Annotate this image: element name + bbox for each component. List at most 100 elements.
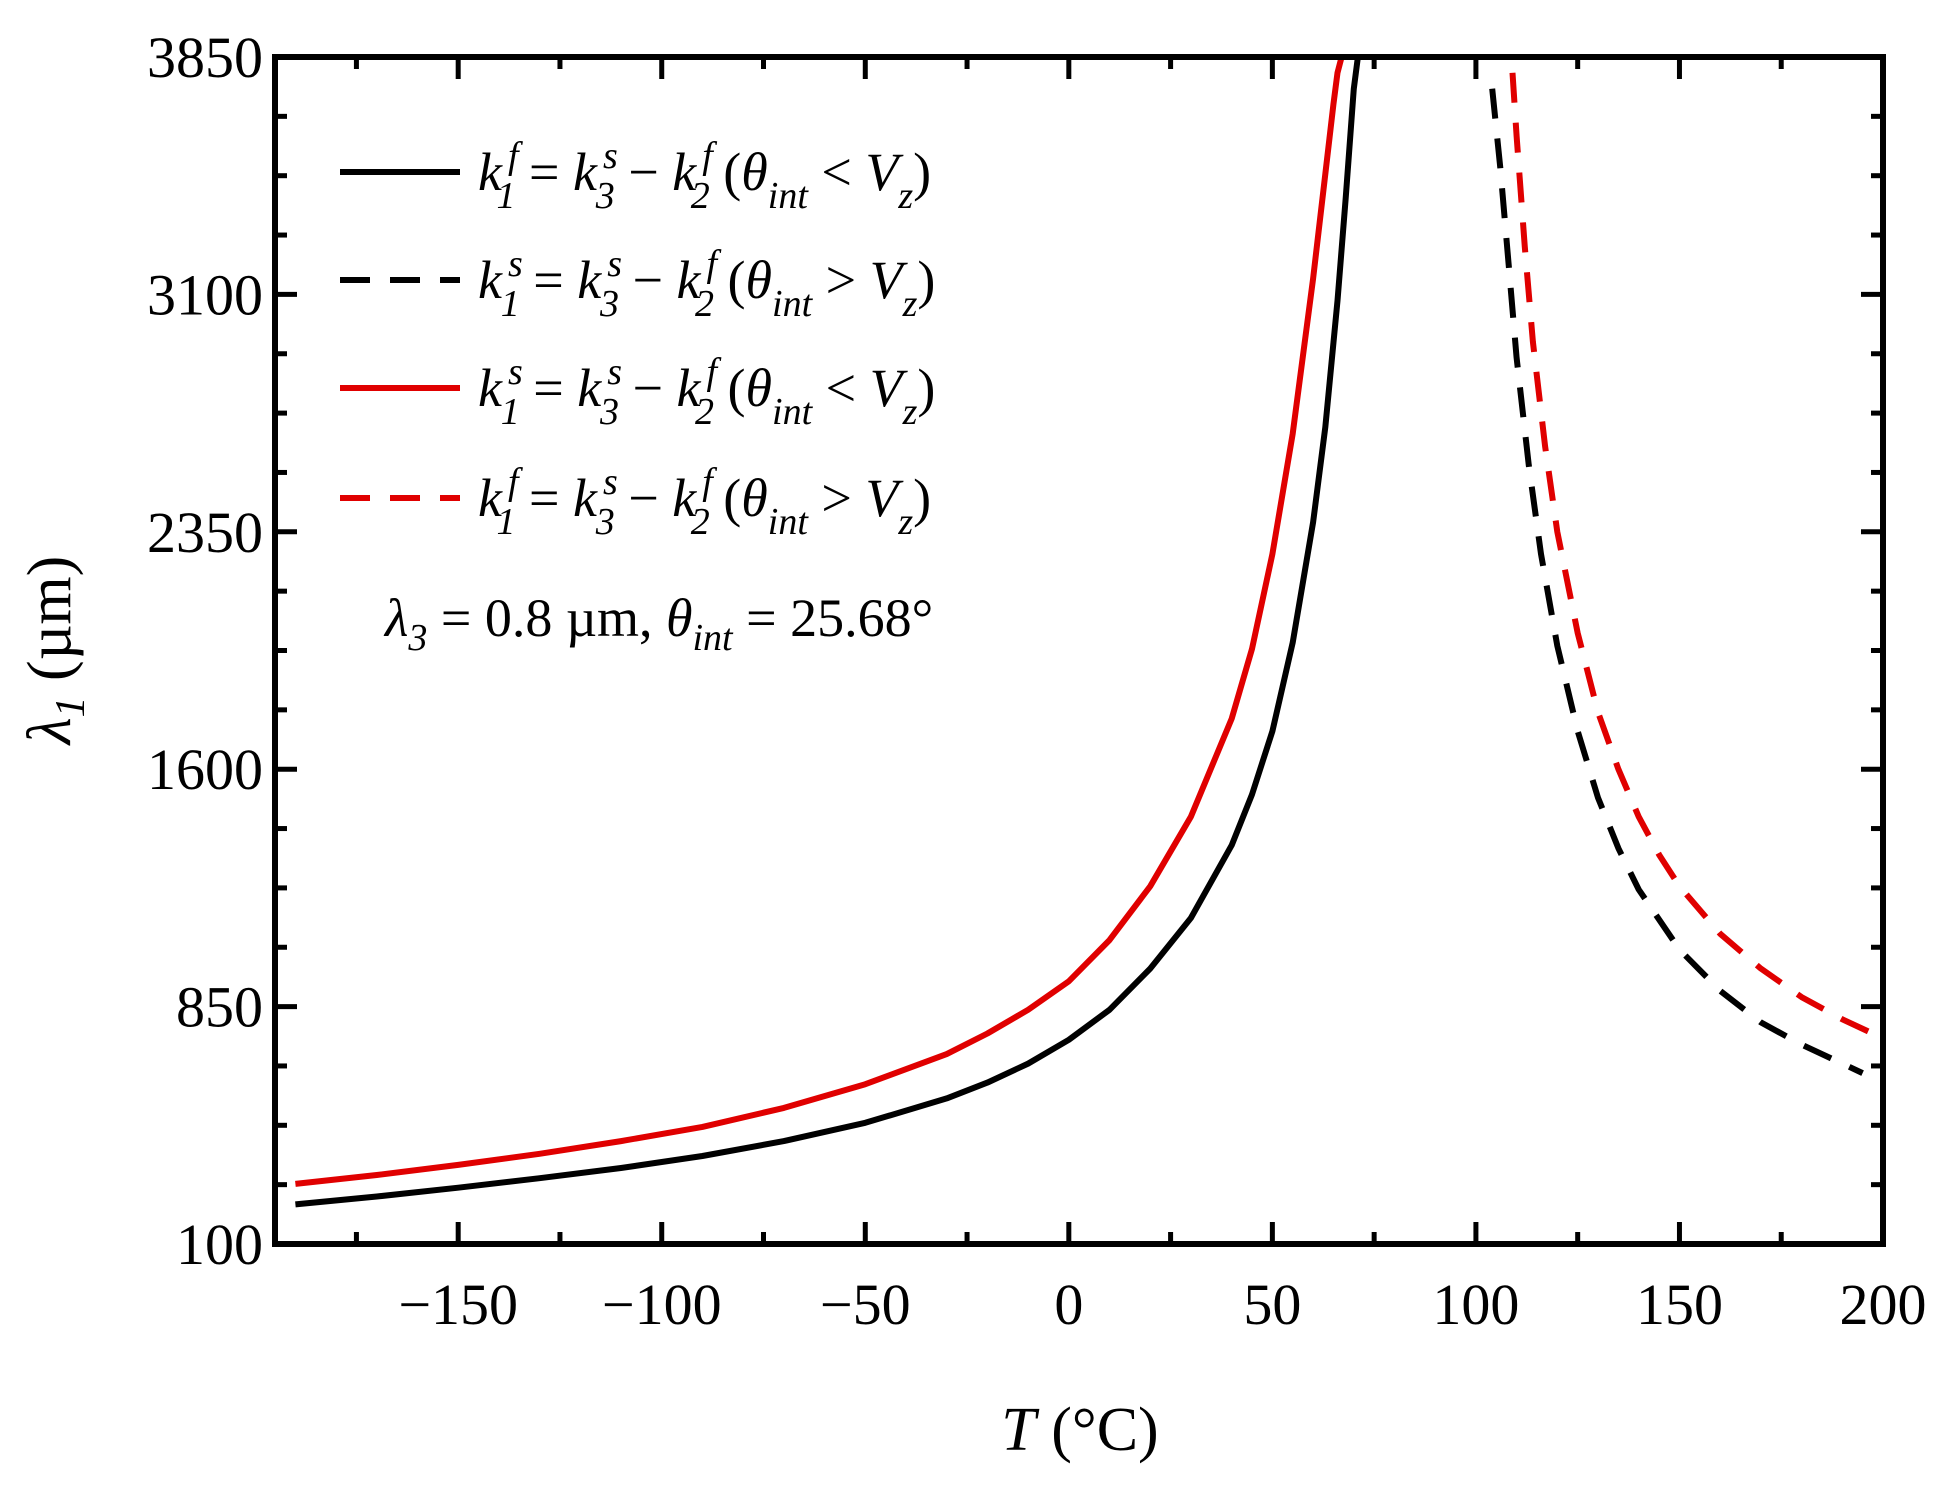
legend-token: int: [768, 501, 810, 543]
legend-token: z: [902, 283, 918, 325]
x-tick-label: 200: [1840, 1272, 1927, 1337]
legend-token: z: [897, 175, 913, 217]
legend-token: 3: [595, 175, 615, 217]
legend-token: k: [478, 142, 503, 202]
legend-token: =: [516, 468, 573, 528]
legend-token: ): [913, 142, 931, 202]
legend-token: k: [672, 142, 697, 202]
legend-token: <: [812, 358, 869, 418]
legend-token: k: [573, 468, 598, 528]
legend-token: k: [676, 250, 701, 310]
legend-token: 1: [501, 391, 520, 433]
legend-token: −: [619, 250, 676, 310]
axis-ticks: [275, 54, 1886, 1247]
legend-token: ): [917, 250, 935, 310]
legend-token: k: [478, 358, 503, 418]
legend-token: ): [917, 358, 935, 418]
y-tick-label: 2350: [147, 500, 263, 565]
legend-token: s: [508, 351, 523, 393]
legend-token: k: [573, 142, 598, 202]
x-tick-label: −150: [398, 1272, 518, 1337]
legend-token: =: [520, 250, 577, 310]
legend-token: int: [772, 283, 814, 325]
series-line-4: [1509, 72, 1883, 1042]
x-axis-title: T (°C): [1001, 1396, 1158, 1464]
y-axis-sub: 1: [48, 696, 94, 717]
x-tick-label: −100: [602, 1272, 722, 1337]
legend-token: s: [607, 243, 622, 285]
legend-token: k: [577, 250, 602, 310]
legend-token: =: [516, 142, 573, 202]
y-axis-unit: (µm): [16, 556, 84, 697]
x-axis-unit: (°C): [1036, 1396, 1159, 1464]
legend-token: θ: [745, 250, 772, 310]
legend-token: >: [808, 468, 865, 528]
legend-token: 3: [599, 283, 619, 325]
legend-token: int: [772, 391, 814, 433]
x-tick-label: 50: [1243, 1272, 1301, 1337]
legend-token: V: [870, 358, 909, 418]
y-tick-label: 1600: [147, 737, 263, 802]
legend-token: =: [520, 358, 577, 418]
series-line-1: [295, 57, 1361, 1208]
legend-token: 2: [691, 501, 710, 543]
annotation-lambda-value: = 0.8 µm,: [427, 588, 666, 648]
plot-frame: [272, 54, 1886, 1247]
series-line-3: [295, 57, 1345, 1187]
legend-token: 1: [497, 501, 516, 543]
y-tick-label: 850: [176, 975, 263, 1040]
legend-token: k: [478, 250, 503, 310]
tick-labels: −150 −100 −50 0 50 100 150 200 100 850 1600 2350 310…: [147, 25, 1927, 1337]
legend-token: ): [913, 468, 931, 528]
series-line-2: [1489, 88, 1864, 1076]
x-tick-label: 100: [1432, 1272, 1519, 1337]
annotation-lambda: λ: [383, 588, 408, 648]
legend-token: >: [812, 250, 869, 310]
legend-token: θ: [745, 358, 772, 418]
annotation-text: λ3 = 0.8 µm, θint = 25.68°: [383, 588, 933, 659]
x-tick-label: 0: [1054, 1272, 1083, 1337]
legend-token: s: [603, 461, 618, 503]
legend-token: V: [865, 468, 904, 528]
legend-token: −: [615, 142, 672, 202]
legend-token: 2: [695, 391, 714, 433]
annotation-theta-value: = 25.68°: [733, 588, 934, 648]
annotation-theta: θ: [666, 588, 693, 648]
legend-token: 3: [595, 501, 615, 543]
annotation-theta-sub: int: [693, 617, 735, 659]
legend-token: int: [768, 175, 810, 217]
legend-token: k: [478, 468, 503, 528]
legend-token: 2: [691, 175, 710, 217]
legend-token: z: [897, 501, 913, 543]
x-tick-label: −50: [820, 1272, 911, 1337]
x-axis-var: T: [1001, 1396, 1040, 1464]
legend-token: (: [710, 142, 741, 202]
legend-token: (: [714, 250, 745, 310]
legend-token: −: [615, 468, 672, 528]
legend-token: 3: [599, 391, 619, 433]
legend-token: θ: [741, 468, 768, 528]
x-tick-label: 150: [1636, 1272, 1723, 1337]
y-axis-var: λ: [16, 717, 84, 746]
y-tick-label: 3100: [147, 262, 263, 327]
legend-token: 2: [695, 283, 714, 325]
legend-token: k: [672, 468, 697, 528]
legend-token: 1: [501, 283, 520, 325]
y-tick-label: 3850: [147, 25, 263, 90]
legend-token: s: [603, 135, 618, 177]
legend-token: k: [577, 358, 602, 418]
legend-token: (: [714, 358, 745, 418]
annotation-lambda-sub: 3: [407, 617, 427, 659]
legend-token: s: [607, 351, 622, 393]
legend-token: z: [902, 391, 918, 433]
legend-token: s: [508, 243, 523, 285]
legend-token: (: [710, 468, 741, 528]
y-tick-label: 100: [176, 1212, 263, 1277]
legend-token: 1: [497, 175, 516, 217]
legend-token: k: [676, 358, 701, 418]
